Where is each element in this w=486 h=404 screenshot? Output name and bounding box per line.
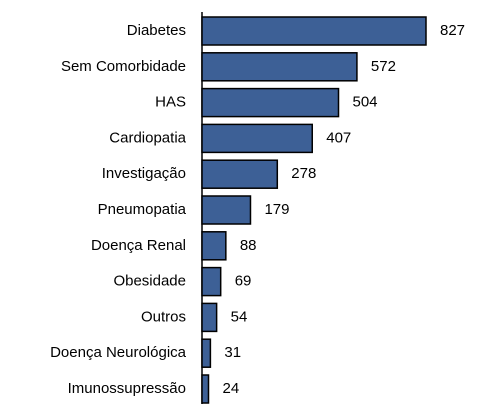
value-label: 572 (371, 58, 396, 75)
y-tick-label: Investigação (102, 165, 186, 182)
y-tick-label: Doença Renal (91, 237, 186, 254)
y-tick-label: Outros (141, 308, 186, 325)
value-label: 278 (291, 165, 316, 182)
y-tick-label: Obesidade (113, 273, 186, 290)
bar (201, 266, 222, 297)
bar (201, 231, 227, 261)
value-label: 504 (353, 94, 378, 111)
value-label: 179 (264, 201, 289, 218)
bar (201, 16, 427, 46)
value-label: 31 (224, 344, 241, 361)
bar (201, 195, 252, 225)
value-label: 88 (240, 237, 257, 254)
value-label: 407 (326, 129, 351, 146)
bar (201, 338, 212, 368)
value-label: 54 (231, 308, 248, 325)
value-label: 69 (235, 273, 252, 290)
bar (201, 159, 279, 189)
bar (201, 87, 340, 118)
bar (201, 302, 218, 333)
y-tick-label: Pneumopatia (98, 201, 187, 218)
y-tick-label: HAS (155, 94, 186, 111)
y-tick-label: Cardiopatia (109, 129, 186, 146)
bar (201, 123, 313, 154)
y-tick-label: Doença Neurológica (50, 344, 187, 361)
y-tick-label: Sem Comorbidade (61, 58, 186, 75)
value-label: 24 (223, 380, 240, 397)
y-tick-label: Diabetes (127, 22, 186, 39)
value-label: 827 (440, 22, 465, 39)
y-tick-label: Imunossupressão (68, 380, 186, 397)
bar (201, 52, 358, 82)
bar (201, 374, 210, 404)
